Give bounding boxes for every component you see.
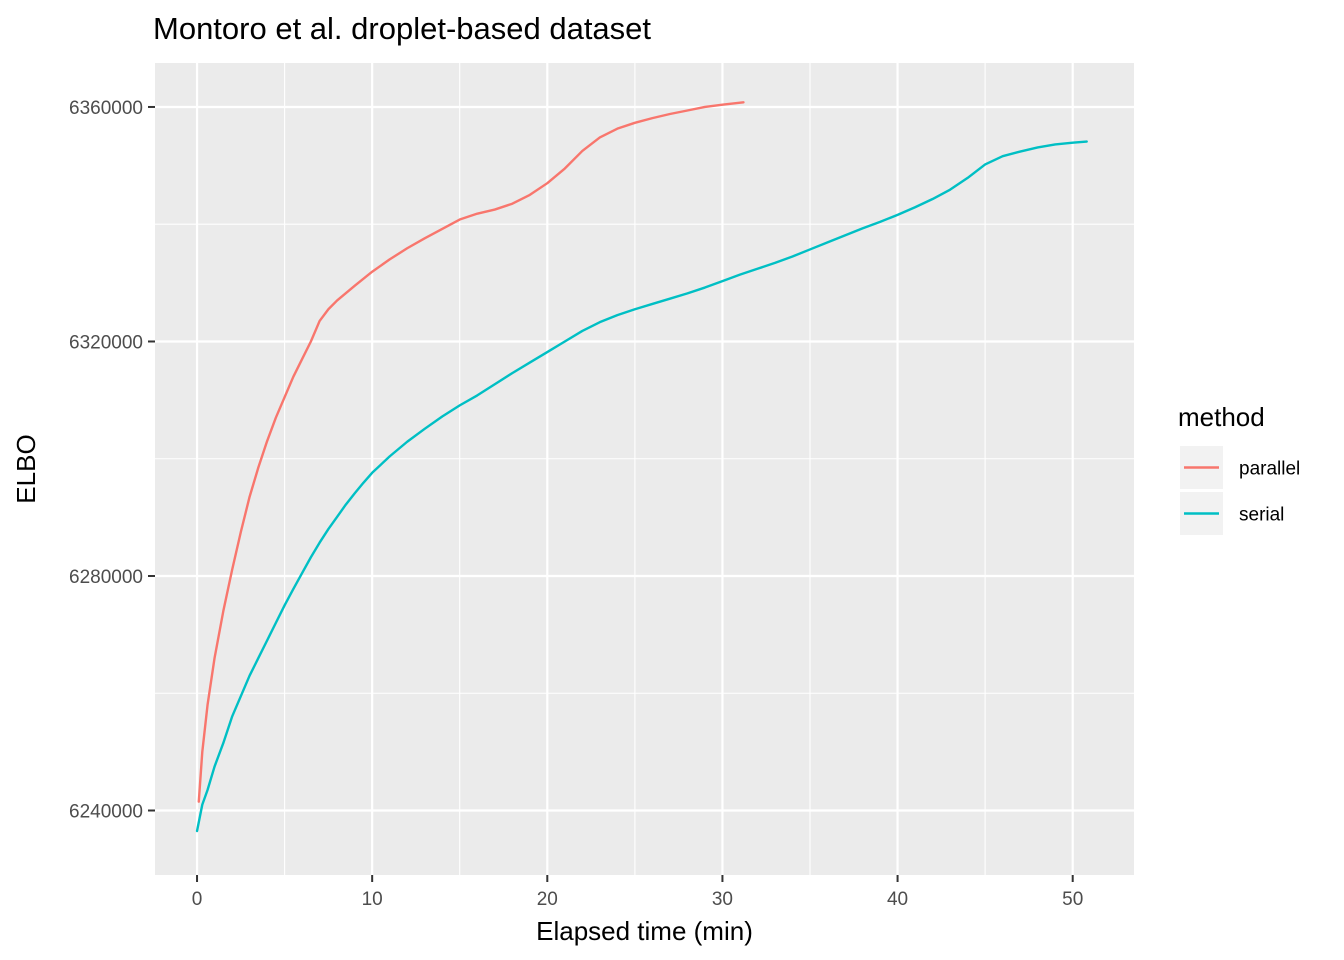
legend-label-parallel: parallel (1239, 459, 1300, 480)
chart-title: Montoro et al. droplet-based dataset (153, 11, 651, 46)
series-line-parallel (197, 101, 745, 803)
grid-major (155, 63, 1134, 875)
x-tick-label: 20 (537, 889, 558, 910)
x-tick-label: 30 (712, 889, 733, 910)
y-axis-title: ELBO (11, 434, 41, 503)
grid-minor (155, 63, 1134, 875)
y-tick-label: 6360000 (69, 98, 143, 119)
x-tick-label: 50 (1062, 889, 1083, 910)
x-axis: 0 10 20 30 40 50 (192, 875, 1083, 910)
x-tick-label: 10 (362, 889, 383, 910)
x-tick-label: 0 (192, 889, 203, 910)
series-lines (195, 101, 1088, 833)
y-tick-label: 6280000 (69, 567, 143, 588)
legend-title: method (1178, 402, 1265, 432)
series-line-serial (195, 140, 1088, 833)
y-axis: 6240000 6280000 6320000 6360000 (69, 98, 155, 823)
y-tick-label: 6320000 (69, 332, 143, 353)
x-tick-label: 40 (887, 889, 908, 910)
legend: method parallel serial (1178, 402, 1300, 535)
y-tick-label: 6240000 (69, 802, 143, 823)
plot-panel (155, 63, 1134, 875)
legend-label-serial: serial (1239, 505, 1284, 526)
x-axis-title: Elapsed time (min) (536, 916, 753, 946)
